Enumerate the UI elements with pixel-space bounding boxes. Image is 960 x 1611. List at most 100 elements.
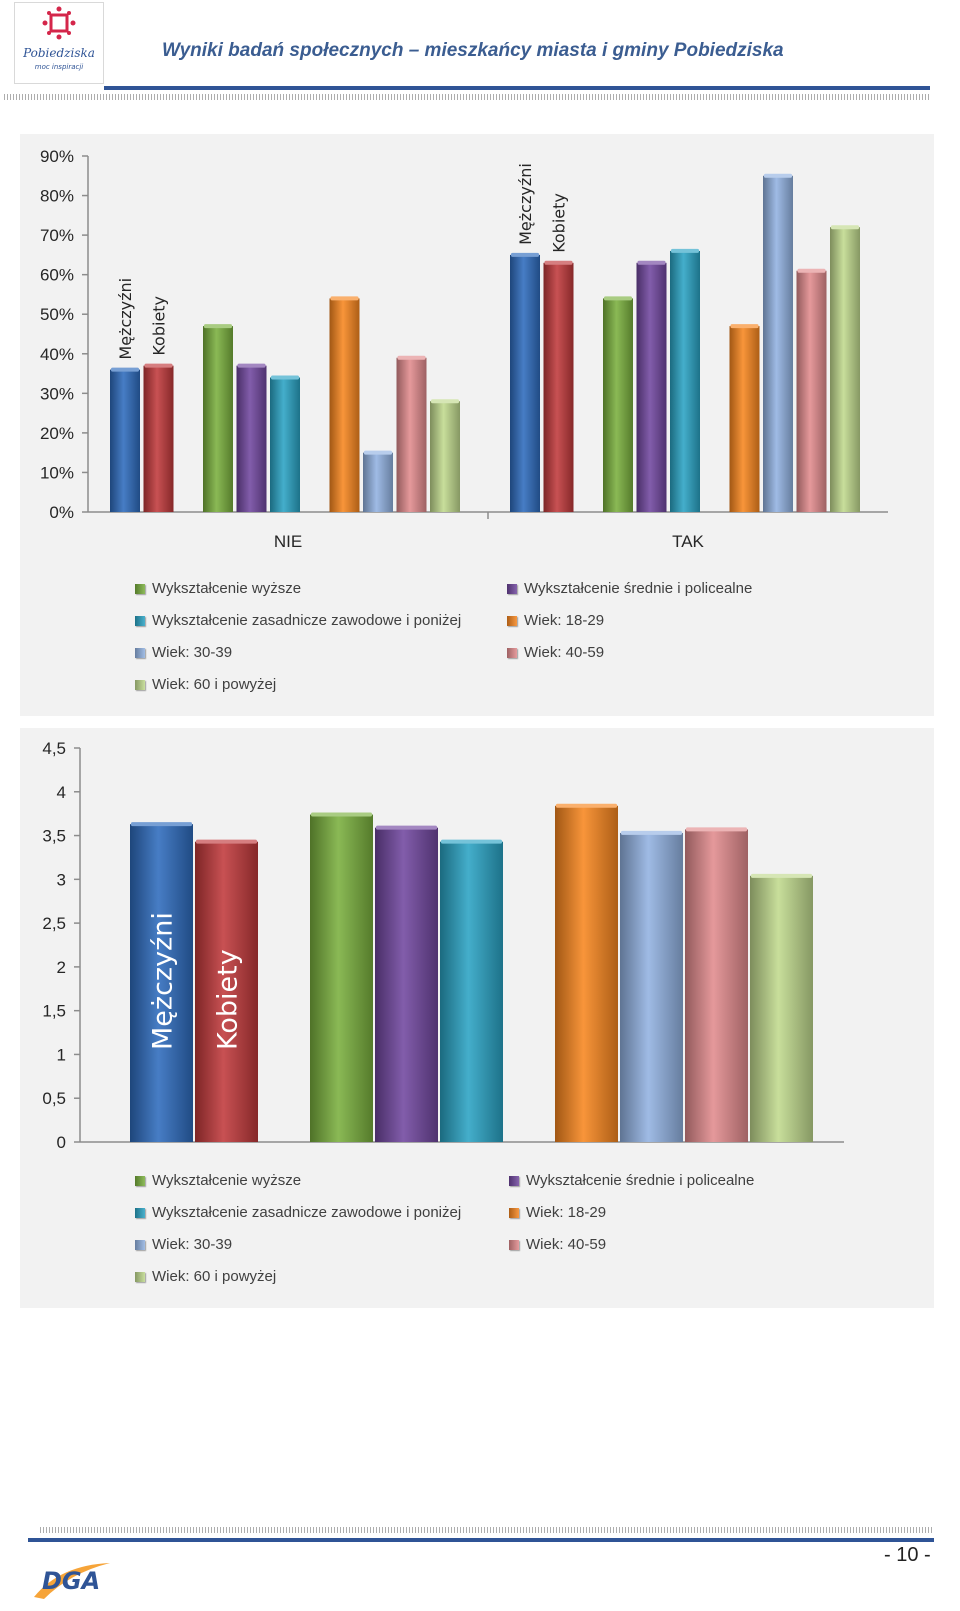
bar-cap: [311, 812, 372, 817]
legend-item-wyksztalcenie-wyzsze: Wykształcenie wyższe: [135, 1172, 301, 1189]
dga-logo-text: DGA: [42, 1567, 100, 1595]
bar-label-mezczyzni: Mężczyźni: [516, 163, 535, 245]
bar-wyksztalcenie-wyzsze-all: [310, 814, 373, 1142]
legend-swatch: [509, 1207, 519, 1218]
bar-kobiety-nie: [143, 365, 174, 512]
header-rule: [104, 86, 930, 90]
bar-wiek-40-59-tak: [796, 270, 827, 512]
legend-swatch: [135, 1207, 145, 1218]
bar-mezczyzni-nie: [110, 369, 140, 512]
legend-label: Wykształcenie średnie i policealne: [524, 580, 753, 597]
bar-cap: [556, 803, 617, 808]
y-tick-label: 3: [57, 870, 66, 889]
bar-wiek-30-39-all: [620, 832, 683, 1142]
bar-cap: [196, 839, 257, 844]
pobiedziska-logo: Pobiedziska moc inspiracji: [14, 2, 104, 84]
legend-label: Wykształcenie średnie i policealne: [526, 1172, 755, 1189]
y-tick-label: 1,5: [42, 1002, 66, 1021]
y-tick-label: 30%: [40, 384, 74, 403]
bar-cap: [431, 399, 459, 404]
bar-wiek-60-i-powyzej-all: [750, 875, 813, 1142]
y-tick-label: 20%: [40, 424, 74, 443]
y-tick-label: 10%: [40, 463, 74, 482]
y-tick-label: 0,5: [42, 1089, 66, 1108]
logo-subtext: moc inspiracji: [35, 63, 84, 71]
y-tick-label: 1: [57, 1045, 66, 1064]
footer-rule: [28, 1538, 934, 1542]
bar-cap: [831, 225, 859, 230]
bar-cap: [751, 873, 812, 878]
bar-kobiety-tak: [543, 262, 574, 512]
legend-label: Wiek: 60 i powyżej: [152, 1268, 277, 1285]
page-title: Wyniki badań społecznych – mieszkańcy mi…: [162, 40, 784, 61]
bar-mezczyzni-all: [130, 824, 193, 1142]
legend-item-wiek-18-29: Wiek: 18-29: [507, 612, 604, 629]
page-number: - 10 -: [884, 1544, 931, 1566]
legend-item-wiek-60-i-powyzej: Wiek: 60 i powyżej: [135, 676, 276, 693]
dga-logo: DGA: [30, 1557, 112, 1603]
bar-cap: [637, 260, 666, 265]
legend-swatch: [135, 1271, 145, 1282]
bar-wiek-18-29-nie: [329, 298, 360, 512]
bar-wiek-60-i-powyzej-tak: [830, 227, 860, 512]
footer-hatch: [40, 1527, 934, 1533]
legend-swatch: [135, 1239, 145, 1250]
bar-wiek-40-59-nie: [396, 357, 427, 512]
legend-item-wiek-30-39: Wiek: 30-39: [135, 1236, 232, 1253]
bar-cap: [144, 363, 173, 368]
bar-cap: [441, 839, 502, 844]
bar-wyksztalcenie-srednie-i-policealne-tak: [636, 262, 667, 512]
x-category-label: TAK: [672, 532, 704, 551]
chart-1: 0% 10% 20% 30% 40% 50% 60% 70% 80% 90% NIE Mężczyźn…: [40, 147, 888, 551]
bar-cap: [204, 324, 232, 329]
bar-cap: [764, 173, 792, 178]
bar-wiek-18-29-all: [555, 805, 618, 1142]
bar-wiek-60-i-powyzej-nie: [430, 401, 460, 512]
legend-item-wyksztalcenie-srednie-i-policealne: Wykształcenie średnie i policealne: [507, 580, 752, 597]
legend-swatch: [135, 679, 145, 690]
y-tick-label: 3,5: [42, 827, 66, 846]
legend-swatch: [509, 1239, 519, 1250]
y-tick-label: 2,5: [42, 914, 66, 933]
bar-cap: [397, 355, 426, 360]
legend-item-wiek-40-59: Wiek: 40-59: [509, 1236, 606, 1253]
bar-wyksztalcenie-zasadnicze-zawodowe-i-ponizej-tak: [670, 250, 700, 512]
header-hatch: [4, 94, 930, 100]
y-tick-label: 4,5: [42, 739, 66, 758]
legend-swatch: [135, 1175, 145, 1186]
bar-cap: [271, 375, 299, 380]
legend-label: Wykształcenie zasadnicze zawodowe i poni…: [152, 1204, 462, 1221]
bar-wyksztalcenie-wyzsze-tak: [603, 298, 633, 512]
legend-label: Wiek: 18-29: [524, 612, 605, 629]
logo-text: Pobiedziska: [22, 46, 95, 60]
legend-item-wyksztalcenie-zasadnicze-zawodowe-i-ponizej: Wykształcenie zasadnicze zawodowe i poni…: [135, 1204, 461, 1221]
y-tick-label: 60%: [40, 266, 74, 285]
legend-label: Wykształcenie zasadnicze zawodowe i poni…: [152, 612, 462, 629]
legend-label: Wiek: 40-59: [524, 644, 605, 661]
y-tick-label: 40%: [40, 345, 74, 364]
legend-label: Wiek: 30-39: [152, 644, 233, 661]
bar-cap: [111, 367, 139, 372]
bar-wiek-18-29-tak: [729, 326, 760, 512]
bar-wyksztalcenie-zasadnicze-zawodowe-i-ponizej-nie: [270, 377, 300, 512]
bar-cap: [330, 296, 359, 301]
legend-swatch: [509, 1175, 519, 1186]
bar-wyksztalcenie-zasadnicze-zawodowe-i-ponizej-all: [440, 841, 503, 1142]
legend-label: Wiek: 60 i powyżej: [152, 676, 277, 693]
bar-cap: [686, 827, 747, 832]
chart-2-panel: 0 0,5 1 1,5 2 2,5 3 3,5 4 4,5 Mężczyźni Kobiety Wyk…: [20, 728, 934, 1308]
y-tick-label: 0: [57, 1133, 66, 1152]
legend-swatch: [135, 615, 145, 626]
legend-item-wyksztalcenie-wyzsze: Wykształcenie wyższe: [135, 580, 301, 597]
chart-2: 0 0,5 1 1,5 2 2,5 3 3,5 4 4,5 Mężczyźni Kobiety: [42, 739, 844, 1152]
bar-cap: [237, 363, 266, 368]
legend-item-wiek-60-i-powyzej: Wiek: 60 i powyżej: [135, 1268, 276, 1285]
legend-swatch: [135, 647, 145, 658]
bar-cap: [621, 830, 682, 835]
bar-label-mezczyzni: Mężczyźni: [148, 912, 179, 1050]
bar-wiek-40-59-all: [685, 829, 748, 1142]
bar-cap: [797, 268, 826, 273]
y-tick-label: 2: [57, 958, 66, 977]
bar-label-kobiety: Kobiety: [150, 296, 169, 356]
legend-swatch: [507, 647, 517, 658]
